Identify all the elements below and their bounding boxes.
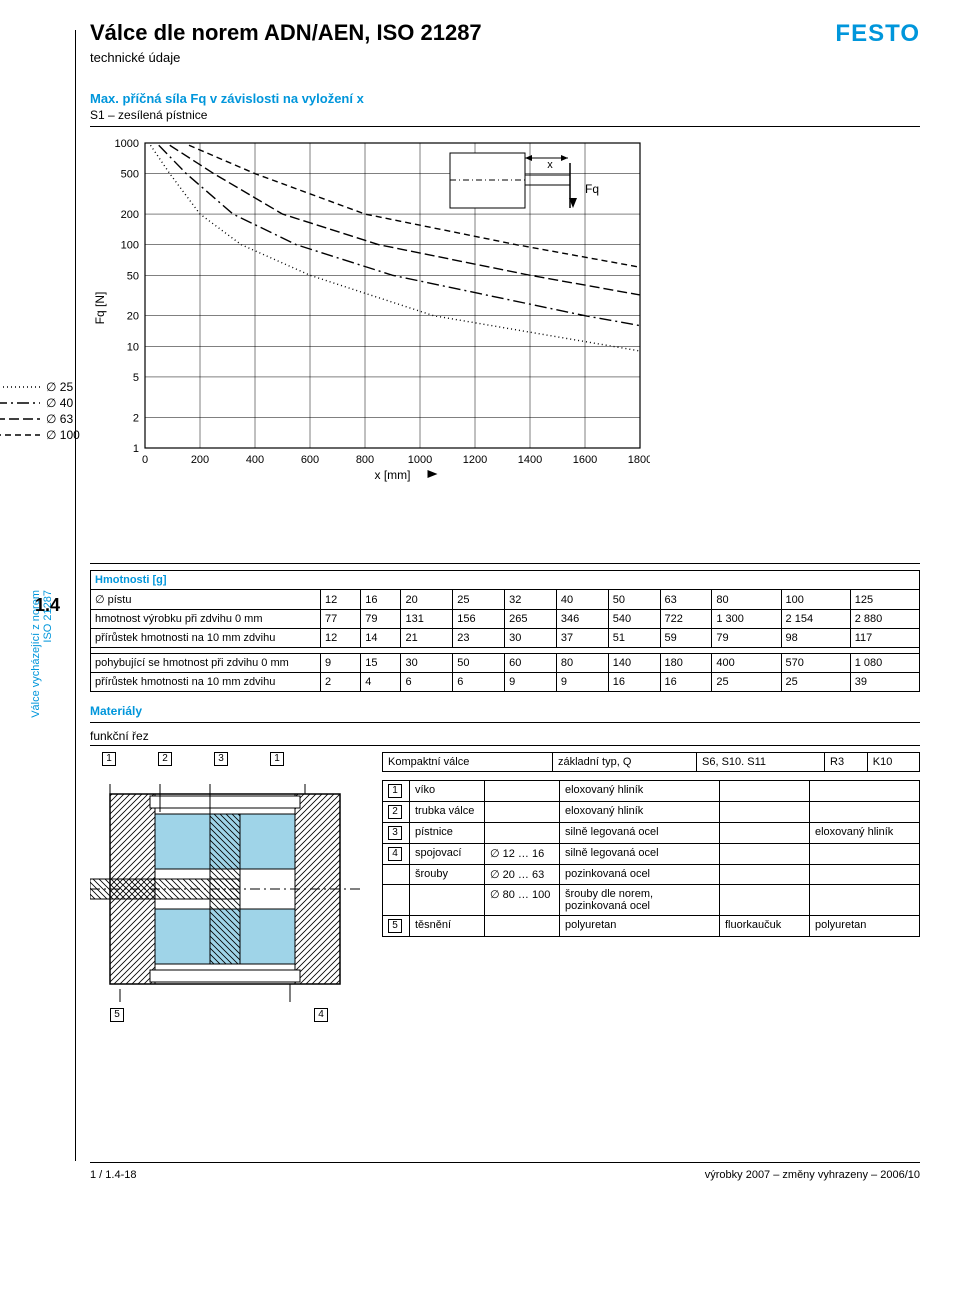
svg-text:x [mm]: x [mm] [375, 468, 411, 482]
chart-svg: 0200400600800100012001400160018001000500… [90, 133, 650, 483]
footer: 1 / 1.4-18 výrobky 2007 – změny vyhrazen… [90, 1162, 920, 1191]
callout-box: 2 [158, 752, 172, 766]
svg-text:100: 100 [121, 240, 139, 252]
callout-box: 4 [314, 1008, 328, 1022]
svg-text:600: 600 [301, 454, 319, 466]
svg-text:1: 1 [133, 443, 139, 455]
legend-item: ∅ 100 [0, 428, 80, 442]
svg-text:1200: 1200 [463, 454, 487, 466]
callout-box: 3 [214, 752, 228, 766]
callout-box: 5 [110, 1008, 124, 1022]
materials-title: Materiály [90, 704, 142, 718]
page-subtitle: technické údaje [90, 50, 482, 65]
divider [90, 745, 920, 746]
materials-table-body: 1 víko eloxovaný hliník 2 trubka válce e… [382, 780, 920, 937]
svg-text:0: 0 [142, 454, 148, 466]
svg-text:200: 200 [191, 454, 209, 466]
legend-item: ∅ 40 [0, 396, 80, 410]
svg-text:1800: 1800 [628, 454, 650, 466]
svg-text:500: 500 [121, 169, 139, 181]
svg-text:200: 200 [121, 209, 139, 221]
materials-tables: Kompaktní válcezákladní typ, QS6, S10. S… [382, 752, 920, 1022]
callouts-top: 1 2 3 1 [90, 752, 370, 766]
svg-text:20: 20 [127, 311, 139, 323]
svg-text:2: 2 [133, 412, 139, 424]
callout-box: 1 [270, 752, 284, 766]
callouts-bottom: 54 [90, 1008, 370, 1022]
svg-text:800: 800 [356, 454, 374, 466]
legend-item: ∅ 63 [0, 412, 80, 426]
chart-container: 0200400600800100012001400160018001000500… [90, 133, 650, 483]
divider [90, 126, 920, 127]
materials-section: Materiály funkční řez 1231 54 Kompaktní … [90, 702, 920, 1022]
svg-text:10: 10 [127, 341, 139, 353]
materials-subtitle: funkční řez [90, 729, 920, 743]
svg-text:1000: 1000 [408, 454, 432, 466]
svg-text:Fq: Fq [585, 182, 599, 196]
svg-text:x: x [547, 159, 553, 171]
legend: ∅ 25 ∅ 40 ∅ 63 ∅ 100 [0, 380, 80, 444]
svg-text:Fq [N]: Fq [N] [93, 292, 107, 325]
chart-section: Max. příčná síla Fq v závislosti na vylo… [90, 91, 920, 483]
logo: FESTO [835, 20, 920, 48]
cutaway-svg [90, 774, 370, 1004]
header: Válce dle norem ADN/AEN, ISO 21287 techn… [90, 20, 920, 85]
page: Válce dle norem ADN/AEN, ISO 21287 techn… [0, 0, 960, 1201]
chart-subtitle: S1 – zesílená pístnice [90, 108, 920, 122]
footer-left: 1 / 1.4-18 [90, 1169, 136, 1181]
svg-text:1400: 1400 [518, 454, 542, 466]
footer-right: výrobky 2007 – změny vyhrazeny – 2006/10 [705, 1169, 920, 1181]
mass-table-section: Hmotnosti [g]∅ pístu12162025324050638010… [90, 563, 920, 692]
title-block: Válce dle norem ADN/AEN, ISO 21287 techn… [90, 20, 482, 85]
materials-grid: 1231 54 Kompaktní válcezákladní typ, QS6… [90, 752, 920, 1022]
callout-box: 1 [102, 752, 116, 766]
divider [90, 563, 920, 564]
svg-text:50: 50 [127, 270, 139, 282]
legend-item: ∅ 25 [0, 380, 80, 394]
svg-text:1000: 1000 [115, 138, 139, 150]
svg-text:1600: 1600 [573, 454, 597, 466]
side-rule [75, 30, 76, 1161]
divider [90, 722, 920, 723]
side-tab-number: 1.4 [35, 595, 60, 616]
svg-text:400: 400 [246, 454, 264, 466]
cutaway-drawing: 1231 54 [90, 752, 370, 1022]
mass-table: Hmotnosti [g]∅ pístu12162025324050638010… [90, 570, 920, 692]
materials-table-header: Kompaktní válcezákladní typ, QS6, S10. S… [382, 752, 920, 772]
page-title: Válce dle norem ADN/AEN, ISO 21287 [90, 20, 482, 46]
chart-title: Max. příčná síla Fq v závislosti na vylo… [90, 91, 920, 106]
svg-text:5: 5 [133, 372, 139, 384]
